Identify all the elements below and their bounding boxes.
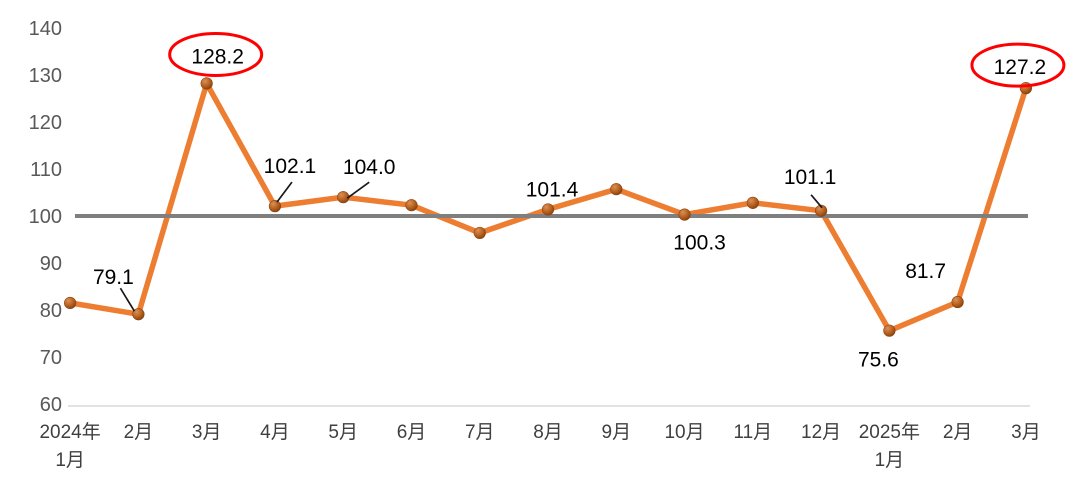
x-axis-tick-label: 2月 xyxy=(943,422,973,443)
data-label: 104.0 xyxy=(343,156,396,179)
x-axis-tick-label: 5月 xyxy=(328,422,358,443)
data-point-marker xyxy=(132,308,145,321)
data-label: 81.7 xyxy=(905,260,946,283)
x-axis-tick-label: 9月 xyxy=(602,422,632,443)
highlight-ellipse xyxy=(970,42,1066,88)
x-axis-tick-label: 8月 xyxy=(533,422,563,443)
x-axis-tick-label: 4月 xyxy=(260,422,290,443)
label-leader-line xyxy=(810,194,823,209)
y-axis-tick-label: 120 xyxy=(29,112,62,134)
x-axis-tick-label: 10月 xyxy=(664,422,704,443)
data-label: 75.6 xyxy=(858,349,899,372)
x-axis-tick-label: 1月 xyxy=(55,450,85,471)
data-point-marker xyxy=(678,208,691,221)
data-point-marker xyxy=(200,77,213,90)
y-axis-tick-label: 80 xyxy=(40,300,62,322)
data-label: 79.1 xyxy=(93,266,134,289)
label-leader-line xyxy=(346,181,370,199)
data-point-marker xyxy=(951,295,964,309)
data-point-marker xyxy=(746,196,759,209)
data-point-marker xyxy=(541,203,555,216)
x-axis-tick-label: 1月 xyxy=(875,450,905,471)
data-label: 101.4 xyxy=(526,178,579,201)
x-axis-tick-label: 2月 xyxy=(124,422,154,443)
data-label: 127.2 xyxy=(994,56,1047,79)
y-axis-tick-label: 140 xyxy=(29,18,62,40)
label-leader-line xyxy=(119,287,136,312)
label-leader-line xyxy=(276,181,293,203)
data-label: 128.2 xyxy=(191,45,244,68)
x-axis-tick-label: 2024年 xyxy=(39,421,100,443)
x-axis-tick-label: 3月 xyxy=(192,422,222,443)
x-axis-tick-label: 11月 xyxy=(733,422,772,443)
y-axis-tick-label: 100 xyxy=(29,206,62,228)
x-axis-tick-label: 2025年 xyxy=(859,421,920,443)
data-point-marker xyxy=(473,226,486,240)
x-axis-tick-label: 3月 xyxy=(1011,422,1041,443)
x-axis-tick-label: 7月 xyxy=(465,422,495,443)
data-point-marker xyxy=(405,199,418,212)
y-axis-tick-label: 130 xyxy=(29,65,62,87)
data-point-marker xyxy=(268,200,282,213)
data-point-marker xyxy=(815,204,828,217)
data-label: 101.1 xyxy=(784,166,837,189)
x-axis-tick-label: 12月 xyxy=(801,422,841,443)
data-point-marker xyxy=(64,296,77,310)
y-axis-tick-label: 90 xyxy=(40,253,62,275)
data-point-marker xyxy=(610,183,623,196)
highlight-ellipse xyxy=(168,31,264,77)
data-label: 100.3 xyxy=(673,232,726,255)
data-label: 102.1 xyxy=(264,155,317,178)
y-axis-tick-label: 70 xyxy=(40,347,62,369)
x-axis-tick-label: 6月 xyxy=(397,422,427,443)
y-axis-tick-label: 60 xyxy=(40,394,62,416)
data-point-marker xyxy=(883,324,896,337)
y-axis-tick-label: 110 xyxy=(30,159,62,181)
